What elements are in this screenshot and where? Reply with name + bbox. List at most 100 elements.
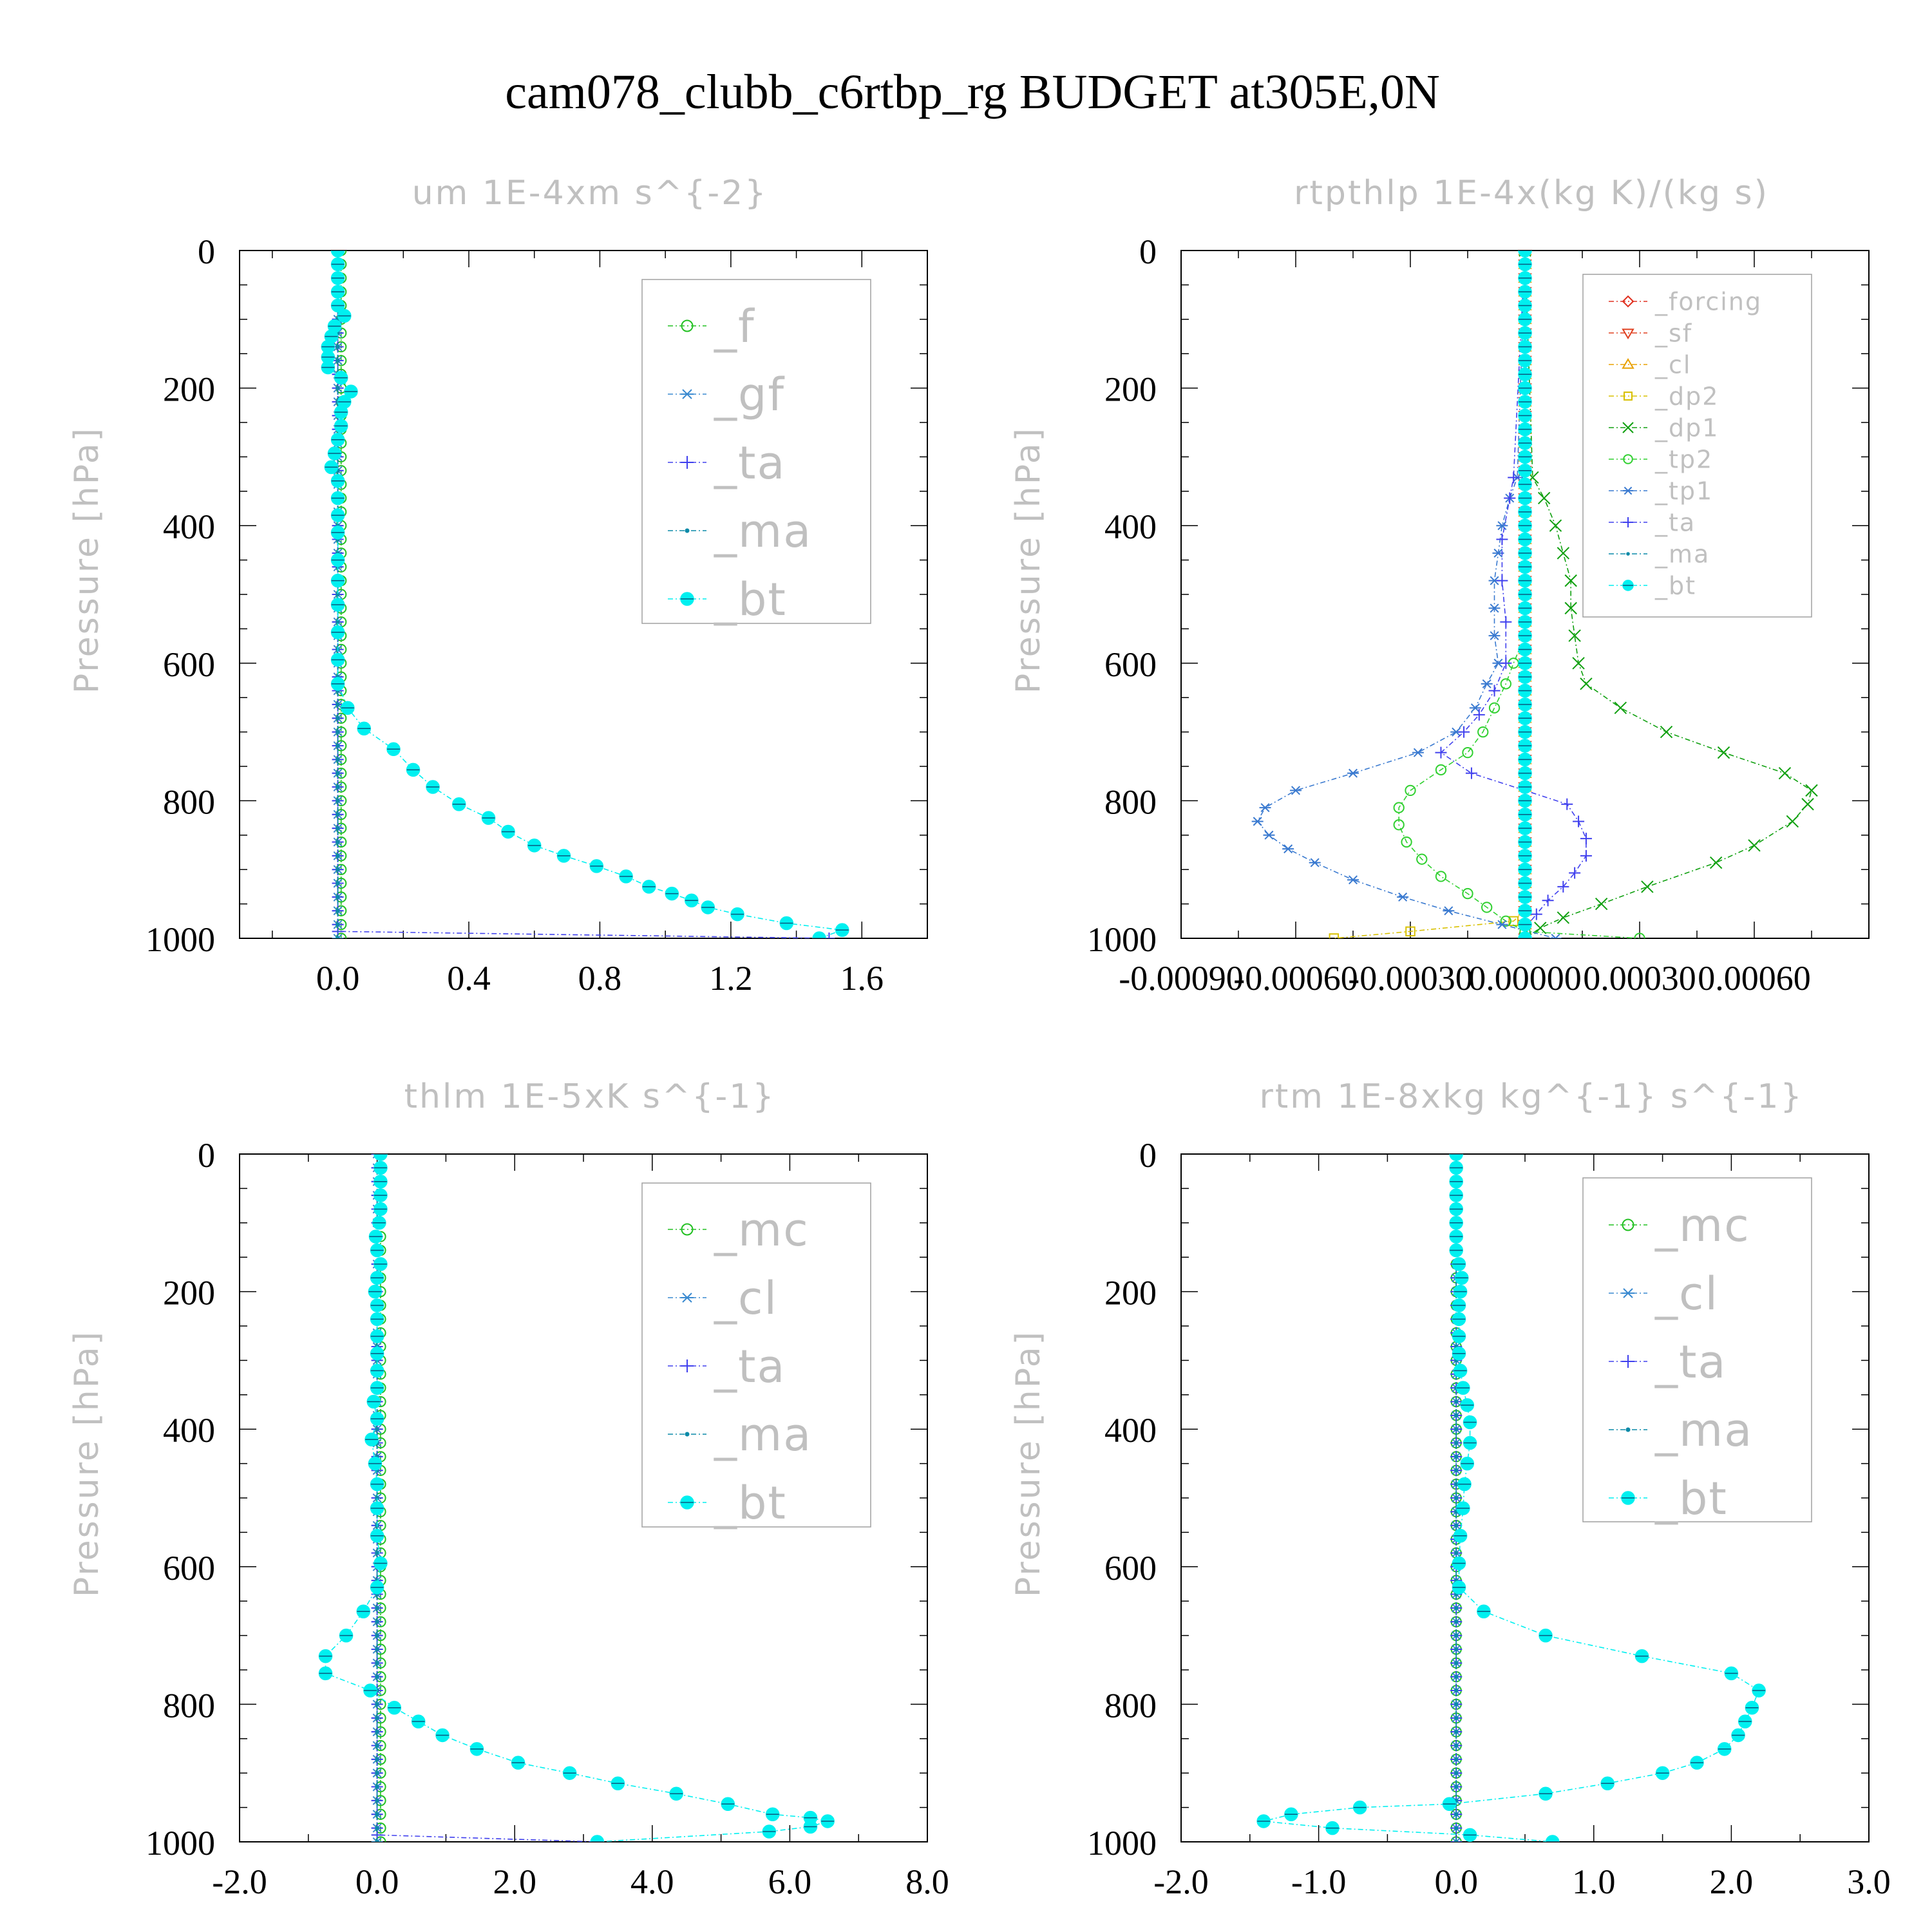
data-point xyxy=(1454,1454,1459,1459)
x-tick-label: 4.0 xyxy=(630,1862,674,1901)
legend-label: _dp1 xyxy=(1654,414,1719,442)
x-tick-label: -2.0 xyxy=(212,1862,267,1901)
data-point xyxy=(330,251,345,258)
data-point xyxy=(1435,746,1447,759)
series_bt xyxy=(1518,251,1532,938)
data-point xyxy=(375,1836,386,1842)
data-point xyxy=(1454,1523,1459,1528)
data-point xyxy=(1801,798,1814,811)
y-tick-label: 1000 xyxy=(1087,920,1157,959)
legend-marker xyxy=(1623,517,1633,527)
data-point xyxy=(1435,871,1447,882)
data-point xyxy=(374,1154,388,1161)
series-line xyxy=(1398,251,1640,938)
y-tick-label: 200 xyxy=(163,1274,215,1312)
y-axis-label: Pressure [hPa] xyxy=(68,426,106,694)
data-point xyxy=(375,1605,379,1611)
data-point xyxy=(1496,920,1508,929)
y-tick-label: 200 xyxy=(163,370,215,409)
data-point xyxy=(371,1837,383,1842)
figure-title: cam078_clubb_c6rtbp_rg BUDGET at305E,0N xyxy=(505,65,1440,119)
panel-title: um 1E-4xm s^{-2} xyxy=(412,174,768,213)
data-point xyxy=(336,592,340,597)
x-tick-label: -0.00090 xyxy=(1119,959,1243,998)
legend-marker xyxy=(1622,1355,1634,1368)
legend: _f _gf _ta _ma _bt xyxy=(641,279,871,626)
data-point xyxy=(1786,815,1799,828)
legend-label: _ta xyxy=(714,437,786,489)
legend-marker xyxy=(681,1359,694,1372)
legend-label: _cl xyxy=(1654,351,1691,379)
data-point xyxy=(1454,1495,1459,1501)
data-point xyxy=(336,922,340,927)
data-point xyxy=(1329,933,1340,938)
data-point xyxy=(1488,685,1501,697)
y-axis-label: Pressure [hPa] xyxy=(1009,426,1048,694)
data-point xyxy=(1778,766,1792,780)
data-point xyxy=(1449,1154,1463,1161)
data-point xyxy=(1500,915,1511,927)
legend-box xyxy=(1582,1177,1812,1522)
x-tick-label: 3.0 xyxy=(1847,1862,1891,1901)
legend-label: _tp1 xyxy=(1654,477,1713,506)
data-point xyxy=(1454,1647,1459,1652)
data-point xyxy=(1595,897,1608,911)
y-tick-label: 0 xyxy=(198,232,215,271)
x-tick-label: 2.0 xyxy=(1710,1862,1754,1901)
data-point xyxy=(1496,533,1508,545)
legend-label: _f xyxy=(714,300,755,353)
legend-marker xyxy=(1622,422,1634,433)
legend-label: _dp2 xyxy=(1654,383,1719,411)
legend-marker xyxy=(1622,1218,1634,1231)
series_tp2 xyxy=(1393,251,1645,938)
x-tick-label: 2.0 xyxy=(493,1862,536,1901)
legend-label: _sf xyxy=(1654,319,1692,348)
y-tick-label: 1000 xyxy=(1087,1824,1157,1862)
data-point xyxy=(1496,521,1508,531)
data-point xyxy=(336,386,340,390)
legend-marker xyxy=(1626,552,1630,556)
data-point xyxy=(1530,908,1542,920)
data-point xyxy=(1561,798,1573,810)
data-point xyxy=(1454,1702,1459,1707)
y-tick-label: 800 xyxy=(1104,782,1157,821)
legend-label: _ta xyxy=(1654,1336,1727,1388)
data-point xyxy=(1542,895,1554,907)
data-point xyxy=(1569,867,1581,879)
data-point xyxy=(336,881,340,886)
x-tick-label: 1.0 xyxy=(1572,1862,1616,1901)
data-point xyxy=(375,1620,379,1624)
data-point xyxy=(1454,1399,1459,1404)
series_bt xyxy=(321,251,849,938)
legend-label: _bt xyxy=(1654,1472,1728,1525)
data-point xyxy=(336,812,340,817)
legend-label: _mc xyxy=(1654,1199,1750,1252)
x-tick-label: 1.2 xyxy=(709,959,753,998)
legend-label: _ta xyxy=(714,1340,786,1393)
data-point xyxy=(336,936,340,938)
data-point xyxy=(336,799,340,803)
data-point xyxy=(336,895,340,900)
data-point xyxy=(375,1798,379,1803)
data-point xyxy=(1443,906,1455,916)
legend-marker xyxy=(1623,486,1633,495)
legend-box xyxy=(641,1182,871,1528)
x-tick-label: 0.0 xyxy=(316,959,360,998)
data-point xyxy=(1458,726,1470,738)
x-tick-label: 0.0 xyxy=(1434,1862,1478,1901)
data-point xyxy=(1454,1757,1459,1761)
x-tick-label: -0.00060 xyxy=(1233,959,1358,998)
legend-marker xyxy=(1624,392,1633,401)
x-tick-label: 0.8 xyxy=(578,959,622,998)
data-point xyxy=(1477,726,1489,738)
legend-label: _ma xyxy=(1654,540,1710,569)
data-point xyxy=(1454,1605,1459,1611)
data-point xyxy=(1454,1771,1459,1776)
data-point xyxy=(1500,678,1511,690)
data-point xyxy=(1282,844,1294,854)
series-group xyxy=(1256,1154,1766,1842)
data-point xyxy=(1545,1835,1560,1842)
series-line xyxy=(325,1154,830,1842)
legend-box xyxy=(641,279,871,624)
legend-marker xyxy=(685,528,690,533)
